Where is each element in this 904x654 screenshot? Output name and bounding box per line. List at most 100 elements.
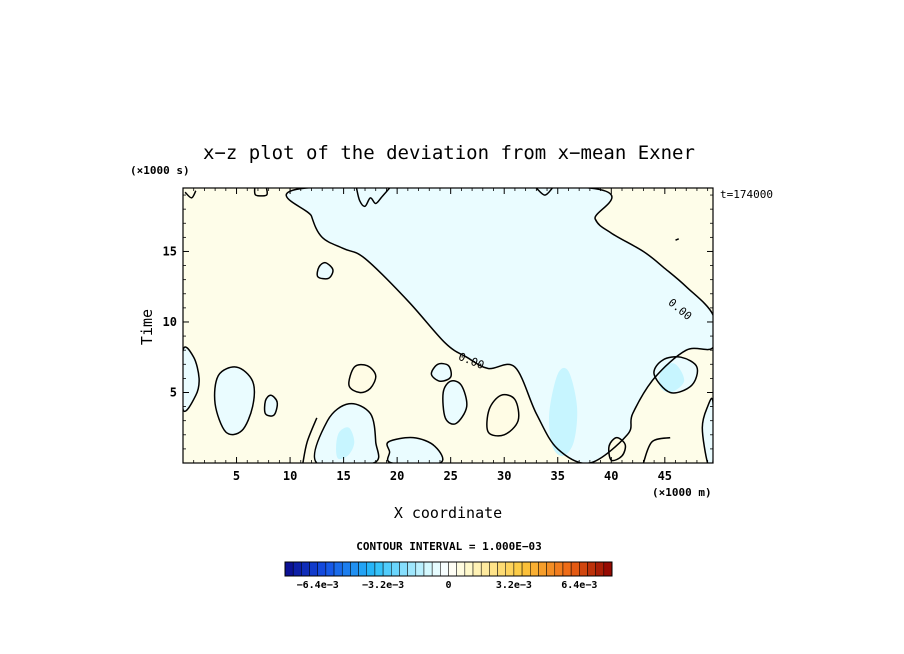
field-region-negative: [264, 395, 278, 417]
field-region-negative: [548, 367, 578, 457]
colorbar-cell: [358, 561, 368, 577]
field-region-positive: [348, 364, 376, 393]
colorbar-cell: [284, 561, 294, 577]
colorbar-cell: [505, 561, 515, 577]
zero-contour-line: [263, 394, 279, 417]
colorbar-tick-label: 6.4e−3: [561, 580, 597, 591]
colorbar-cell: [423, 561, 433, 577]
colorbar-cell: [513, 561, 523, 577]
zero-contour-line: [285, 188, 713, 463]
zero-contour-line: [316, 261, 334, 280]
colorbar-cell: [489, 561, 498, 577]
field-region-negative: [659, 363, 685, 393]
time-label: t=174000: [720, 188, 773, 201]
zero-contour-line: [701, 397, 713, 463]
colorbar-cell: [366, 561, 376, 577]
colorbar-cell: [440, 561, 449, 577]
y-tick-label: 5: [170, 385, 177, 399]
field-region-negative: [336, 427, 355, 460]
colorbar-cell: [341, 561, 351, 577]
y-unit-label: (×1000 s): [130, 164, 190, 177]
colorbar-cell: [464, 561, 474, 577]
plot-frame: [182, 187, 714, 464]
x-tick-label: 40: [604, 469, 618, 483]
colorbar-cell: [292, 561, 302, 577]
colorbar-tick-label: −3.2e−3: [362, 580, 404, 591]
colorbar-cell: [570, 561, 580, 577]
colorbar: [284, 561, 613, 577]
chart-title: x−z plot of the deviation from x−mean Ex…: [203, 142, 695, 164]
colorbar-cell: [309, 561, 318, 577]
colorbar-tick-label: 0: [445, 580, 451, 591]
zero-contour-line: [302, 417, 318, 463]
x-tick-label: 25: [443, 469, 457, 483]
x-axis-label: X coordinate: [394, 504, 502, 522]
x-tick-label: 30: [497, 469, 511, 483]
zero-contour-line: [442, 380, 468, 425]
field-region-negative: [431, 363, 452, 382]
zero-contour-line: [213, 366, 256, 436]
colorbar-frame: [284, 561, 613, 577]
x-tick-label: 15: [336, 469, 350, 483]
colorbar-cell: [431, 561, 441, 577]
field-region-negative: [286, 188, 713, 463]
zero-contour-line: [386, 436, 444, 463]
colorbar-cell: [317, 561, 327, 577]
x-tick-label: 10: [283, 469, 297, 483]
colorbar-cell: [587, 561, 596, 577]
y-tick-label: 10: [163, 315, 177, 329]
colorbar-tick-label: −6.4e−3: [297, 580, 339, 591]
zero-contour-line: [355, 188, 391, 208]
colorbar-cell: [562, 561, 572, 577]
colorbar-cell: [595, 561, 605, 577]
zero-contour-line: [348, 363, 377, 394]
field-region-negative: [214, 366, 255, 435]
zero-contour-line: [313, 402, 380, 463]
y-axis-label: Time: [138, 309, 156, 345]
colorbar-cell: [333, 561, 343, 577]
colorbar-cell: [325, 561, 335, 577]
field-region-positive: [608, 437, 626, 461]
colorbar-cell: [554, 561, 564, 577]
y-tick-label: 15: [163, 244, 177, 258]
zero-contour-line: [653, 356, 699, 394]
colorbar-cell: [530, 561, 539, 577]
colorbar-cell: [407, 561, 417, 577]
colorbar-tick-labels: −6.4e−3 −3.2e−3 0 3.2e−3 6.4e−3: [297, 580, 598, 591]
colorbar-cell: [301, 561, 310, 577]
field-region-negative: [442, 380, 467, 425]
zero-contour-line: [608, 436, 627, 462]
colorbar-cell: [399, 561, 408, 577]
colorbar-cell: [415, 561, 425, 577]
zero-contour-line: [535, 188, 553, 196]
zero-contour-line: [253, 188, 269, 197]
colorbar-cell: [456, 561, 466, 577]
zero-contour-line: [642, 436, 671, 463]
x-tick-label: 35: [551, 469, 565, 483]
colorbar-cell: [603, 561, 613, 577]
zero-contour-line: [183, 346, 200, 412]
colorbar-cell: [546, 561, 556, 577]
colorbar-cell: [448, 561, 457, 577]
zero-contour-line: [486, 393, 520, 437]
colorbar-cell: [579, 561, 588, 577]
colorbar-cell: [374, 561, 384, 577]
colorbar-cell: [521, 561, 531, 577]
colorbar-cell: [480, 561, 490, 577]
field-region-negative: [317, 262, 333, 279]
field-region-positive: [486, 394, 519, 436]
colorbar-tick-label: 3.2e−3: [496, 580, 532, 591]
x-unit-label: (×1000 m): [652, 486, 712, 499]
x-tick-label: 20: [390, 469, 404, 483]
x-tick-label: 45: [658, 469, 672, 483]
colorbar-cell: [538, 561, 547, 577]
x-tick-label: 5: [233, 469, 240, 483]
colorbar-cell: [350, 561, 359, 577]
zero-contour-line: [675, 238, 680, 241]
colorbar-cell: [391, 561, 400, 577]
contour-interval-label: CONTOUR INTERVAL = 1.000E−03: [356, 540, 541, 553]
field-region-negative: [386, 437, 443, 463]
zero-contour-line: [430, 362, 453, 383]
